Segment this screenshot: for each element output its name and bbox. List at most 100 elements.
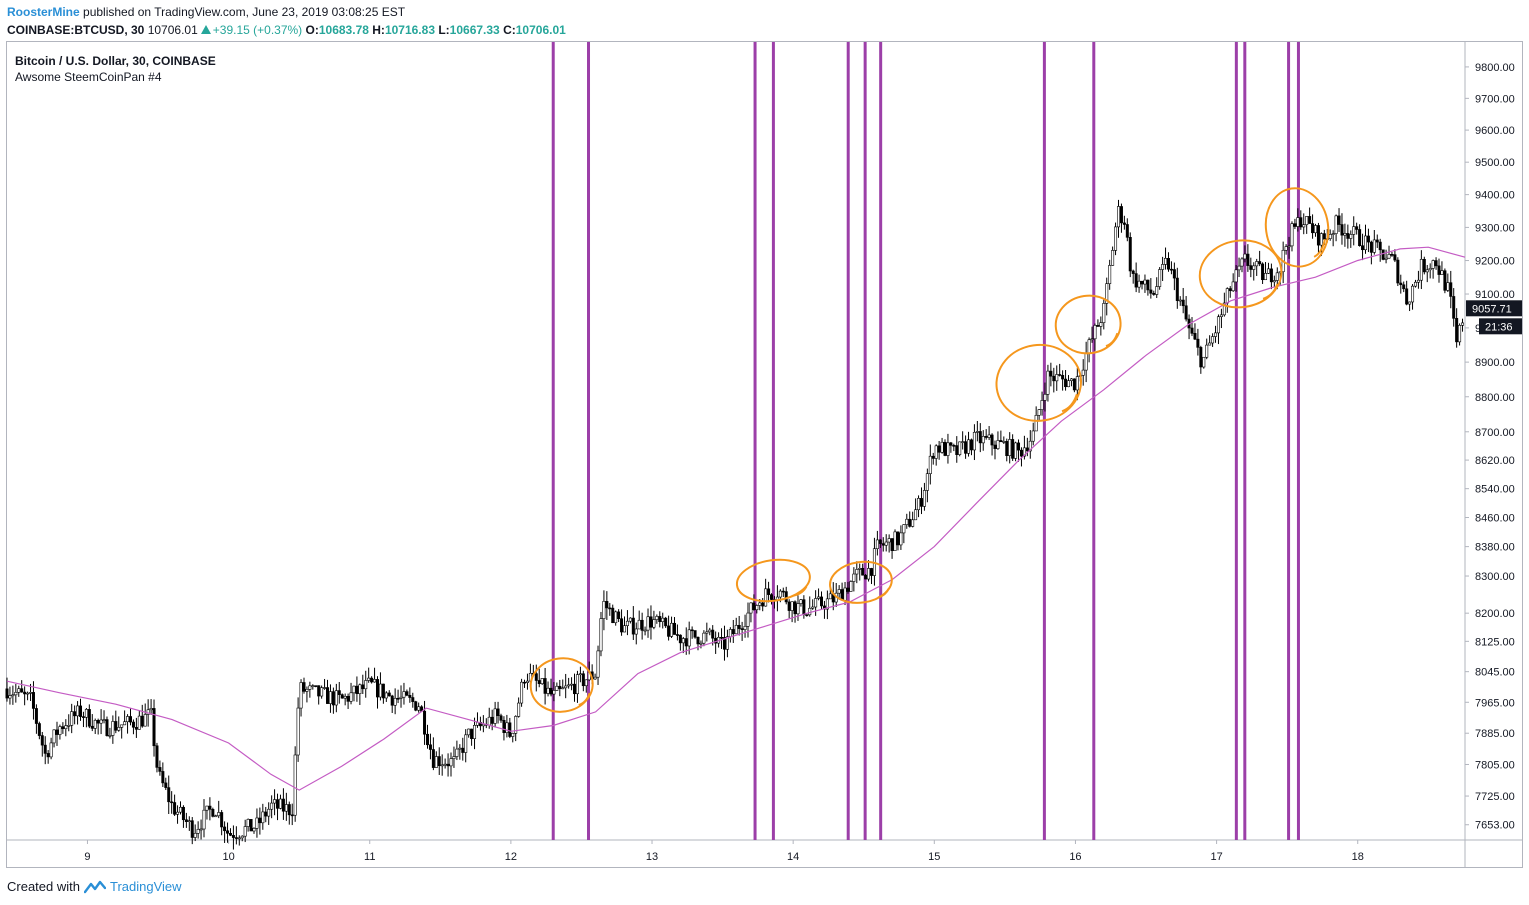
candle-body (176, 811, 180, 815)
candle-body (240, 835, 244, 839)
candle-body (155, 745, 159, 768)
candle-body (867, 568, 871, 580)
candle-body (899, 532, 903, 546)
candle-body (17, 688, 21, 693)
candle-body (1340, 224, 1344, 236)
candle-body (599, 618, 603, 652)
annotation-tail (1313, 238, 1326, 258)
candle-body (1416, 279, 1420, 283)
candle-body (11, 694, 15, 697)
candle-body (308, 685, 312, 690)
candle-body (337, 690, 341, 695)
y-tick-label: 9200.00 (1475, 256, 1515, 268)
candle-body (270, 802, 274, 810)
candle-body (405, 691, 409, 696)
annotation-circle (995, 343, 1083, 422)
candle-body (1275, 272, 1279, 281)
candle-body (276, 799, 280, 809)
candle-body (323, 687, 327, 689)
candle-body (767, 588, 771, 595)
candle-body (778, 590, 782, 598)
candle-body (1031, 430, 1035, 442)
candle-body (1090, 338, 1094, 341)
candle-body (722, 637, 726, 650)
candle-body (540, 678, 544, 684)
candle-body (402, 691, 406, 698)
candle-body (946, 442, 950, 456)
y-tick-label: 8300.00 (1475, 571, 1515, 583)
candle-body (1008, 439, 1012, 456)
candle-body (287, 804, 291, 816)
candle-body (981, 436, 985, 444)
candle-body (761, 602, 765, 607)
candle-body (1299, 217, 1303, 228)
candle-body (1316, 225, 1320, 246)
candle-body (1287, 245, 1291, 248)
close-label: C: (503, 23, 516, 37)
candle-body (396, 697, 400, 700)
candle-body (428, 744, 432, 750)
candle-body (972, 432, 976, 451)
candle-body (1331, 233, 1335, 235)
candle-body (76, 705, 80, 717)
tradingview-logo-icon[interactable] (83, 880, 106, 894)
candle-body (1181, 299, 1185, 307)
tradingview-link[interactable]: TradingView (109, 879, 182, 894)
candle-body (637, 619, 641, 630)
candle-body (1084, 353, 1088, 371)
annotation-tail (877, 587, 890, 599)
candle-body (1361, 245, 1365, 251)
candle-body (969, 439, 973, 451)
candle-body (1384, 257, 1388, 260)
candle-body (787, 601, 791, 611)
candle-body (617, 611, 621, 620)
x-tick-label: 18 (1352, 851, 1364, 863)
candle-body (52, 729, 56, 744)
candle-body (384, 692, 388, 699)
candle-body (1252, 265, 1256, 270)
candle-body (1140, 280, 1144, 285)
candle-body (1205, 344, 1209, 358)
candle-body (922, 490, 926, 507)
candle-body (961, 441, 965, 443)
candle-body (731, 629, 735, 635)
candle-body (273, 799, 277, 804)
chart-frame[interactable] (6, 41, 1523, 868)
candle-body (111, 721, 115, 736)
last-price: 10706.01 (147, 23, 198, 37)
candle-body (593, 676, 597, 680)
candle-body (355, 685, 359, 695)
annotation-circle (529, 657, 594, 713)
candle-body (1434, 260, 1438, 267)
candle-body (602, 601, 606, 619)
candle-body (1290, 223, 1294, 247)
indicator-title[interactable]: Awsome SteemCoinPan #4 (15, 70, 162, 84)
y-tick-label: 9300.00 (1475, 222, 1515, 234)
candle-body (1064, 378, 1068, 388)
candle-body (1211, 336, 1215, 344)
candle-body (537, 680, 541, 684)
candle-body (264, 811, 268, 817)
candle-body (931, 455, 935, 459)
candle-body (740, 628, 744, 630)
x-tick-label: 12 (505, 851, 517, 863)
candle-body (890, 538, 894, 551)
annotation-circle (735, 558, 811, 603)
candle-body (811, 606, 815, 609)
candle-body (470, 728, 474, 739)
candle-body (473, 725, 477, 739)
candle-body (955, 445, 959, 455)
candle-body (399, 696, 403, 699)
annotation-circle (829, 560, 893, 604)
candle-body (199, 828, 203, 831)
candle-body (364, 680, 368, 690)
candle-body (261, 811, 265, 824)
quote-line: COINBASE:BTCUSD, 30 10706.01 +39.15 (+0.3… (7, 23, 566, 37)
candle-body (855, 569, 859, 575)
countdown-label: 21:36 (1485, 321, 1513, 333)
annotation-tail (1262, 283, 1279, 300)
candle-body (1193, 333, 1197, 340)
author-link[interactable]: RoosterMine (7, 5, 80, 19)
candle-body (1166, 258, 1170, 270)
